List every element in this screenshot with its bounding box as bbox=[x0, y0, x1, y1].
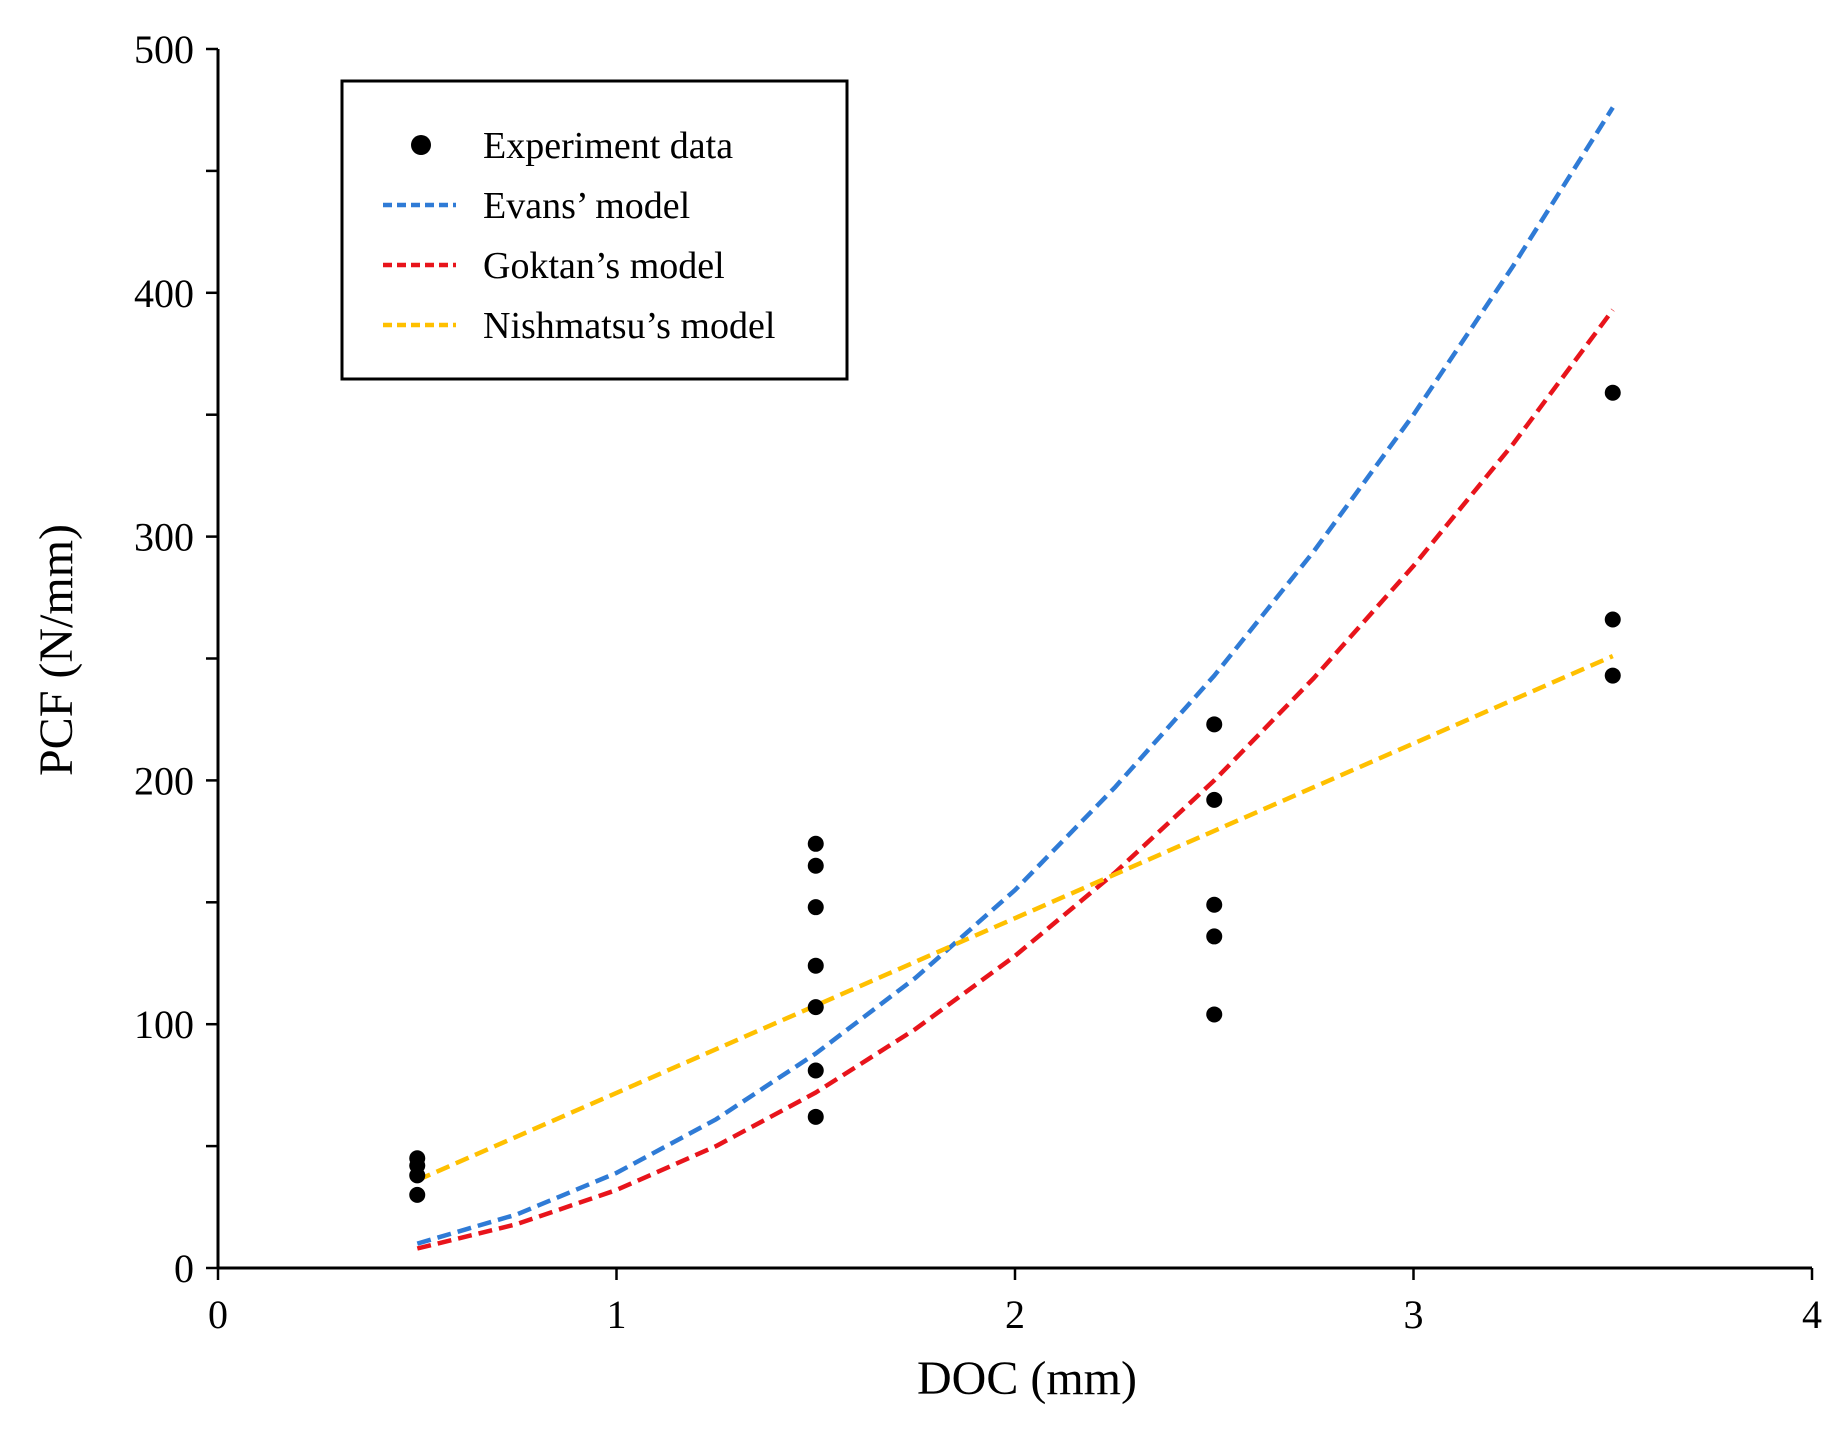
data-point bbox=[409, 1186, 426, 1203]
data-point bbox=[1206, 928, 1223, 945]
data-point bbox=[1206, 1006, 1223, 1023]
y-tick-label: 300 bbox=[134, 515, 194, 560]
x-tick-label: 4 bbox=[1802, 1292, 1822, 1337]
data-point bbox=[1604, 611, 1621, 628]
series-layer bbox=[409, 106, 1621, 1251]
legend-label-4: Nishmatsu’s model bbox=[483, 305, 775, 347]
data-point bbox=[807, 857, 824, 874]
x-tick-label: 0 bbox=[208, 1292, 228, 1337]
y-tick-label: 100 bbox=[134, 1002, 194, 1047]
data-point bbox=[1206, 896, 1223, 913]
x-axis-title: DOC (mm) bbox=[917, 1352, 1137, 1405]
legend-marker-1 bbox=[411, 135, 431, 155]
legend-label-2: Evans’ model bbox=[483, 185, 690, 227]
legend-label-1: Experiment data bbox=[483, 125, 733, 167]
y-axis-title: PCF (N/mm) bbox=[30, 524, 83, 776]
data-point bbox=[807, 899, 824, 916]
data-point bbox=[807, 835, 824, 852]
legend-label-3: Goktan’s model bbox=[483, 245, 725, 287]
series-line-4 bbox=[416, 654, 1614, 1183]
series-line-3 bbox=[416, 308, 1615, 1251]
x-tick-label: 1 bbox=[607, 1292, 627, 1337]
y-tick-label: 500 bbox=[134, 27, 194, 72]
data-point bbox=[1604, 384, 1621, 401]
data-point bbox=[807, 1108, 824, 1125]
data-point bbox=[1206, 716, 1223, 733]
legend-box bbox=[340, 79, 849, 381]
data-point bbox=[807, 957, 824, 974]
y-tick-label: 200 bbox=[134, 758, 194, 803]
data-point bbox=[1604, 667, 1621, 684]
y-tick-label: 400 bbox=[134, 271, 194, 316]
data-point bbox=[409, 1167, 426, 1184]
data-point bbox=[1206, 791, 1223, 808]
legend: Experiment data Evans’ model Goktan’s mode… bbox=[340, 79, 849, 381]
x-tick-label: 2 bbox=[1005, 1292, 1025, 1337]
y-tick-label: 0 bbox=[174, 1246, 194, 1291]
series-line-2 bbox=[416, 106, 1615, 1246]
axes: 0 100 200 300 400 500 0 1 2 3 4 bbox=[134, 27, 1822, 1337]
x-tick-label: 3 bbox=[1404, 1292, 1424, 1337]
data-point bbox=[807, 1062, 824, 1079]
data-point bbox=[807, 999, 824, 1016]
